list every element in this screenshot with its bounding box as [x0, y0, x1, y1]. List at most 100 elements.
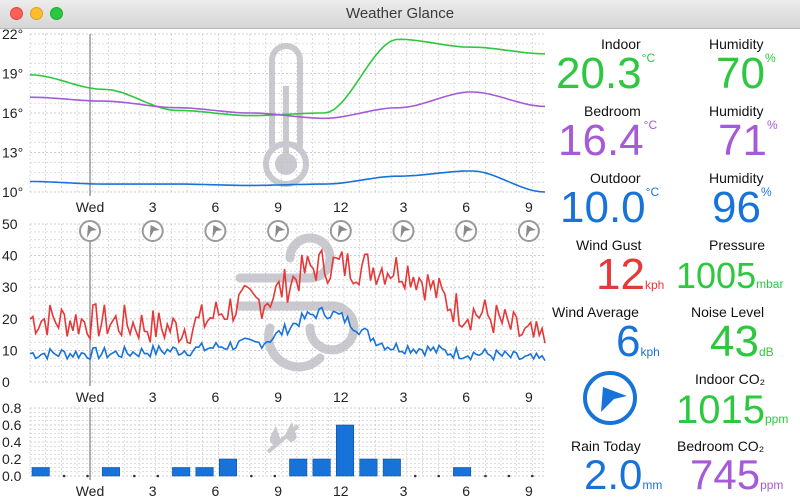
rain-bar — [437, 474, 440, 478]
x-tick-label: 9 — [525, 199, 533, 215]
x-tick-label: 3 — [400, 483, 408, 499]
x-tick-label: 3 — [400, 199, 408, 215]
rain-bar — [195, 467, 214, 477]
bedroom-temp-label: Bedroom — [584, 103, 641, 119]
charts-panel: 22° 19° 16° 13° 10° Wed 3 6 9 12 3 6 9 50 40 30 20 10 0 We… — [2, 28, 546, 499]
zoom-button[interactable] — [50, 7, 63, 20]
bedroom-co2-label: Bedroom CO₂ — [677, 438, 765, 454]
x-tick-label: Wed — [76, 483, 105, 499]
x-tick-label: 3 — [149, 389, 157, 405]
indoor-humidity-value: 70 — [716, 49, 765, 98]
x-tick-label: 9 — [525, 389, 533, 405]
wind-gust-reading: 12kph — [596, 253, 664, 297]
bedroom-co2-reading: 745ppm — [690, 454, 783, 496]
wind-average-value: 6 — [616, 317, 641, 366]
rain-bar — [273, 474, 277, 478]
window-title: Weather Glance — [345, 5, 455, 22]
noise-level-value: 43 — [710, 317, 759, 366]
bedroom-temp-reading: 16.4°C — [558, 119, 657, 163]
rain-bar — [86, 474, 89, 478]
compass-arrow-icon — [583, 371, 637, 425]
rain-today-reading: 2.0mm — [584, 454, 662, 496]
indoor-co2-unit: ppm — [764, 412, 789, 426]
wind-average-label: Wind Average — [552, 304, 639, 320]
pressure-label: Pressure — [709, 237, 766, 253]
x-tick-label: Wed — [76, 199, 105, 215]
wind-direction-arrow-icon — [141, 220, 164, 242]
rain-bar — [453, 467, 472, 477]
wind-direction-arrow-icon — [204, 220, 227, 242]
rain-bar — [359, 458, 378, 477]
x-tick-label: 3 — [149, 199, 157, 215]
rain-bar — [413, 474, 417, 478]
y-tick-label: 13° — [2, 145, 23, 161]
y-tick-label: 0.4 — [2, 434, 22, 450]
title-bar[interactable]: Weather Glance — [0, 0, 800, 29]
x-tick-label: 9 — [274, 389, 282, 405]
temperature-chart: 22° 19° 16° 13° 10° Wed 3 6 9 12 3 6 9 — [2, 28, 546, 215]
y-tick-label: 0.8 — [2, 400, 22, 416]
wind-gust-value: 12 — [596, 250, 645, 299]
x-tick-label: 3 — [400, 389, 408, 405]
x-tick-label: 6 — [212, 483, 220, 499]
y-tick-label: 0.2 — [2, 451, 22, 467]
rain-bar — [507, 474, 511, 478]
outdoor-humidity-value: 96 — [712, 183, 761, 232]
rain-bar — [336, 424, 355, 477]
outdoor-temp-value: 10.0 — [560, 183, 646, 232]
rain-bar — [156, 474, 160, 478]
rain-bar — [289, 458, 308, 477]
indoor-co2-value: 1015 — [676, 388, 765, 432]
y-tick-label: 10 — [2, 342, 18, 358]
wind-gust-unit: kph — [644, 278, 665, 292]
wind-average-reading: 6kph — [616, 320, 660, 364]
noise-level-label: Noise Level — [691, 304, 765, 320]
wind-direction-arrow-icon — [79, 220, 101, 242]
rain-bar — [62, 474, 66, 478]
x-tick-label: 6 — [462, 389, 470, 405]
noise-level-reading: 43dB — [710, 320, 774, 364]
x-tick-label: 12 — [333, 483, 349, 499]
pressure-value: 1005 — [676, 255, 757, 296]
bedroom-co2-unit: ppm — [760, 478, 784, 492]
wind-direction-arrow-icon — [329, 220, 352, 242]
y-tick-label: 0.6 — [2, 417, 22, 433]
bedroom-humidity-reading: 71% — [718, 119, 778, 163]
temperature-series-line — [30, 170, 546, 193]
y-tick-label: 40 — [2, 248, 18, 264]
indoor-humidity-reading: 70% — [716, 52, 776, 96]
indoor-humidity-label: Humidity — [709, 36, 764, 52]
close-button[interactable] — [10, 7, 23, 20]
outdoor-temp-unit: °C — [645, 185, 660, 199]
y-tick-label: 50 — [2, 216, 18, 232]
y-tick-label: 16° — [2, 105, 23, 121]
wind-series-line — [29, 247, 546, 345]
outdoor-humidity-unit: % — [760, 185, 772, 199]
outdoor-humidity-label: Humidity — [709, 170, 764, 186]
wind-average-unit: kph — [640, 345, 660, 359]
y-tick-label: 22° — [2, 28, 23, 42]
x-tick-label: 6 — [462, 199, 470, 215]
pressure-unit: mbar — [756, 277, 784, 291]
rain-bar — [218, 458, 237, 477]
wind-direction-arrow-icon — [455, 220, 478, 242]
x-tick-label: 6 — [462, 483, 470, 499]
minimize-button[interactable] — [30, 7, 43, 20]
rain-bar — [530, 474, 534, 478]
x-tick-label: 9 — [274, 199, 282, 215]
y-tick-label: 10° — [2, 184, 23, 200]
x-tick-label: 6 — [212, 199, 220, 215]
rain-bar — [312, 458, 331, 477]
rain-bar — [250, 474, 253, 478]
temperature-series-line — [29, 91, 546, 120]
bedroom-humidity-unit: % — [766, 118, 778, 132]
x-tick-label: Wed — [76, 389, 105, 405]
indoor-humidity-unit: % — [764, 51, 776, 65]
wind-gust-label: Wind Gust — [576, 237, 642, 253]
bedroom-humidity-value: 71 — [718, 116, 767, 165]
indoor-co2-label: Indoor CO₂ — [695, 371, 766, 387]
x-tick-label: 12 — [333, 389, 349, 405]
rain-icon — [266, 422, 300, 454]
outdoor-humidity-reading: 96% — [712, 186, 772, 230]
bedroom-co2-value: 745 — [690, 451, 761, 498]
